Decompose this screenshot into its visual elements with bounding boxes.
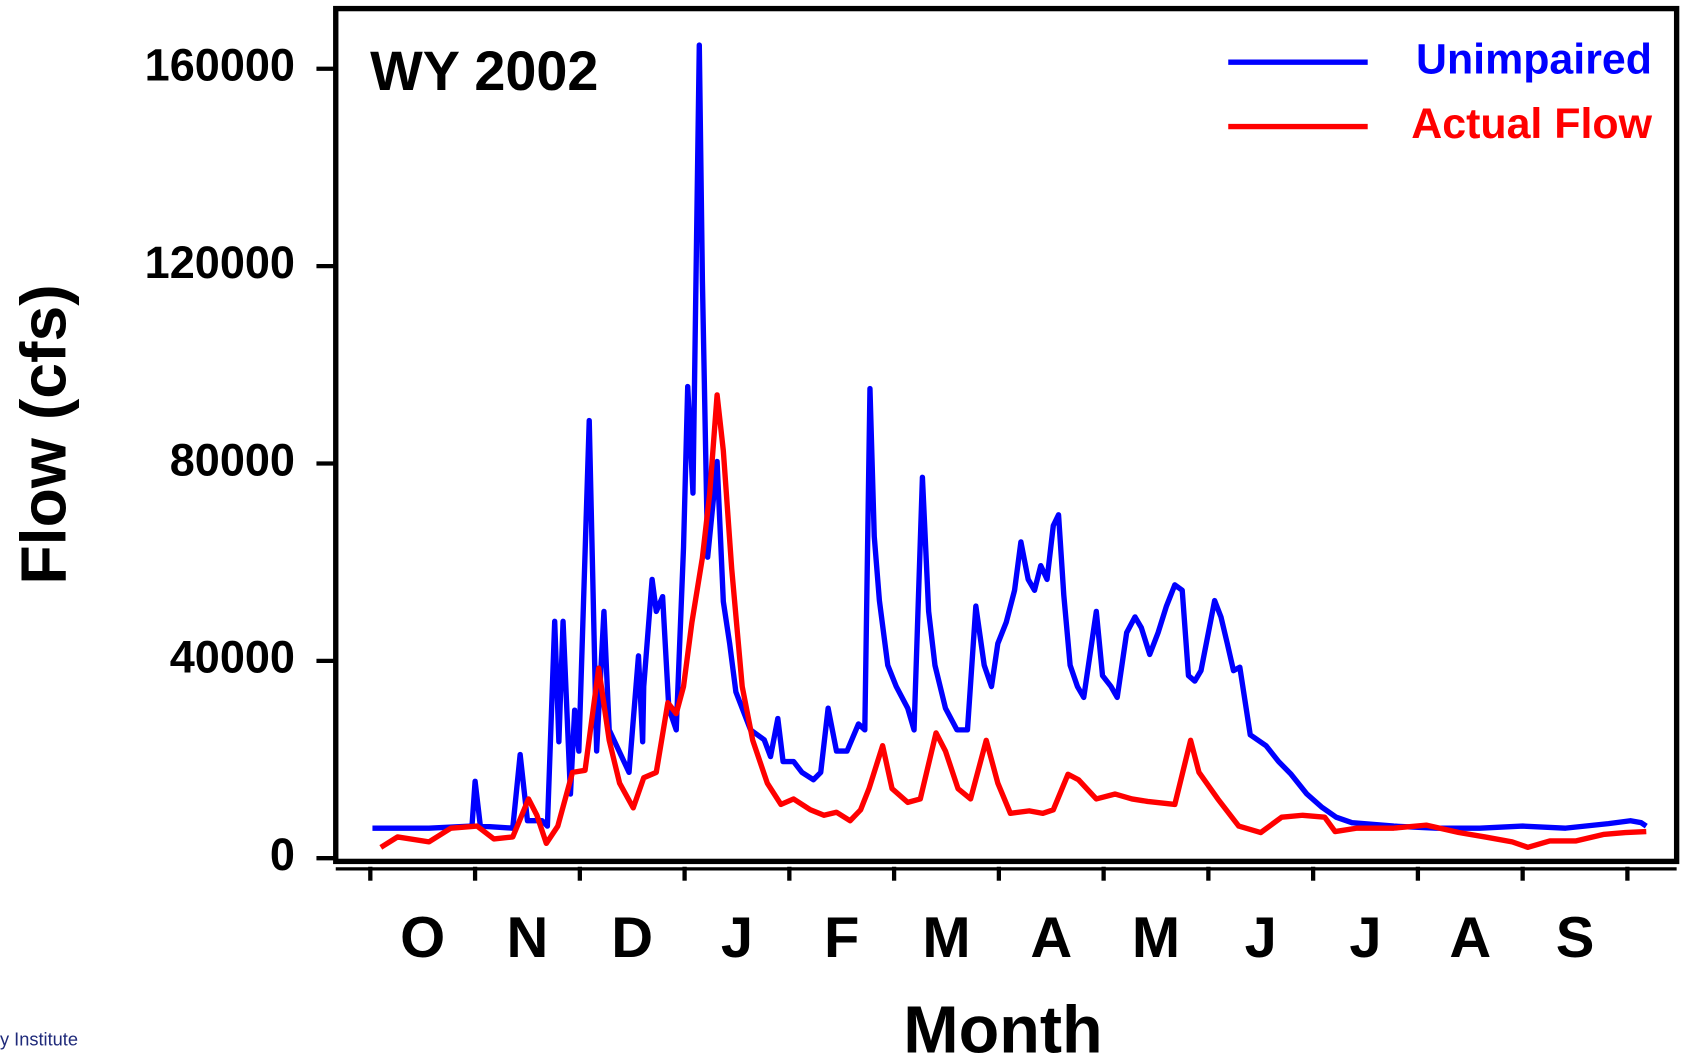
series-line [372, 42, 1648, 831]
y-tick-label: 120000 [145, 237, 295, 288]
month-label: N [507, 906, 549, 970]
annotation: WY 2002 [370, 40, 598, 102]
month-label: A [1449, 906, 1491, 970]
month-label: M [1132, 906, 1180, 970]
plot-frame [333, 5, 1680, 865]
footer: y Institute [0, 1028, 78, 1049]
x-axis-title: Month [903, 994, 1102, 1062]
month-label: J [1245, 906, 1277, 970]
series-line [379, 392, 1647, 851]
y-axis-title: Flow (cfs) [7, 284, 79, 584]
month-label: O [400, 906, 445, 970]
month-label: F [824, 906, 859, 970]
y-tick-label: 160000 [145, 40, 295, 91]
month-label: S [1556, 906, 1595, 970]
legend-label: Actual Flow [1411, 100, 1652, 148]
legend-label: Unimpaired [1416, 36, 1652, 84]
month-label: M [922, 906, 970, 970]
y-tick-label: 80000 [170, 434, 295, 485]
month-label: J [721, 906, 753, 970]
month-label: D [611, 906, 653, 970]
month-label: A [1030, 906, 1072, 970]
y-tick-label: 0 [270, 829, 295, 880]
month-label: J [1349, 906, 1381, 970]
y-tick-label: 40000 [170, 632, 295, 683]
